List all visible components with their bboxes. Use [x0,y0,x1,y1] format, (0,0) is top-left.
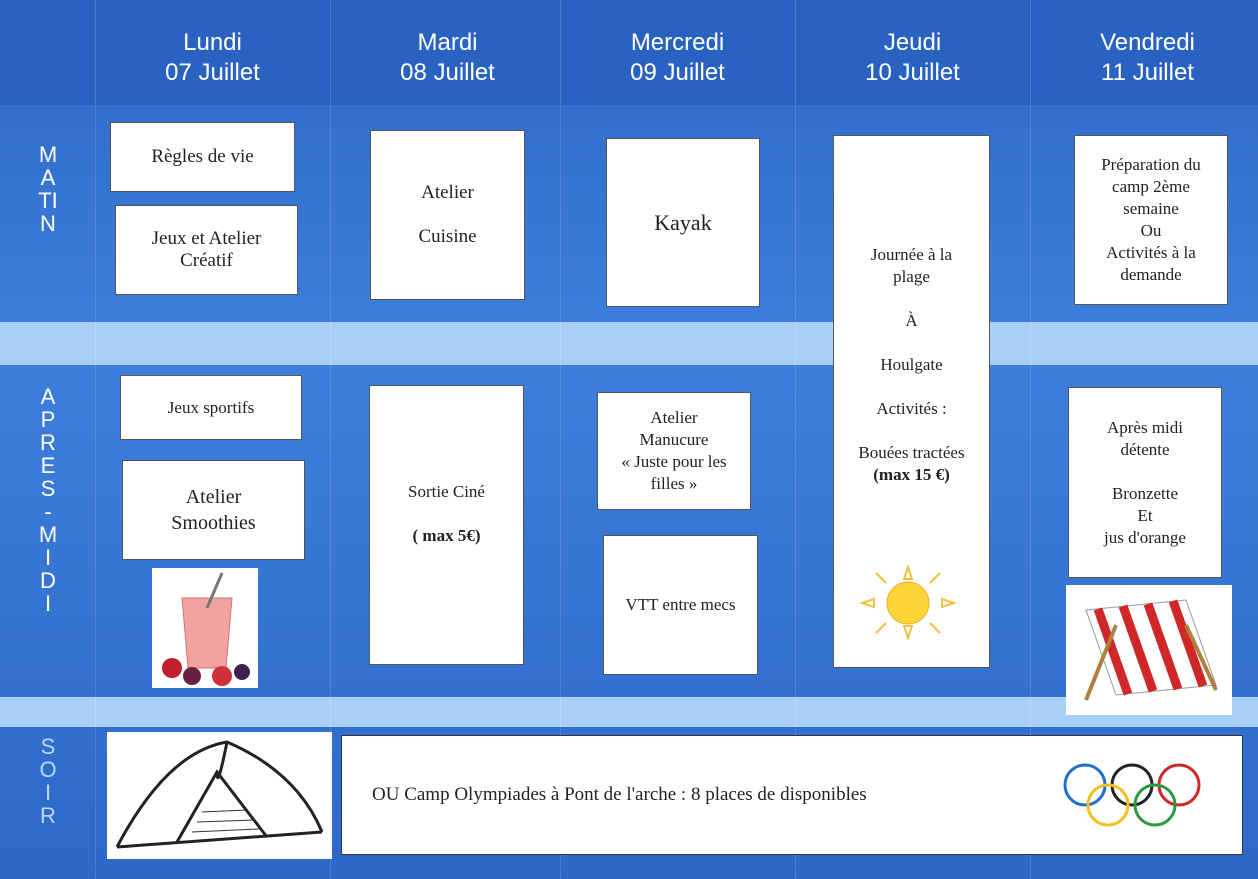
activity: Jeux et Atelier Créatif [115,205,298,295]
activity: Jeux sportifs [120,375,302,440]
period-label: SOIR [39,734,57,828]
activity: Règles de vie [110,122,295,192]
period-label: MATIN [38,142,58,236]
day-header: Lundi 07 Juillet [95,28,330,88]
activity-price: ( max 5€) [412,526,481,545]
period-label: APRES-MIDI [38,384,58,616]
activity: Atelier Smoothies [122,460,305,560]
activity: VTT entre mecs [603,535,758,675]
day-header: Mercredi 09 Juillet [560,28,795,88]
separator [0,697,1258,727]
column-line [560,0,561,879]
date: 08 Juillet [400,59,495,86]
activity: Préparation du camp 2ème semaine Ou Acti… [1074,135,1228,305]
column-line [95,0,96,879]
tent-image [107,732,332,859]
date: 07 Juillet [165,59,260,86]
header-band [0,0,1258,105]
day-header: Mardi 08 Juillet [330,28,565,88]
activity-price: (max 15 €) [873,465,950,484]
activity: Atelier Cuisine [370,130,525,300]
separator [0,322,1258,365]
day-header: Vendredi 11 Juillet [1030,28,1258,88]
date: 10 Juillet [865,59,960,86]
activity: Kayak [606,138,760,307]
column-line [330,0,331,879]
column-line [1030,0,1031,879]
day: Vendredi [1100,29,1195,56]
olympic-rings [1063,763,1201,827]
smoothie-image [152,568,258,688]
day-header: Jeudi 10 Juillet [795,28,1030,88]
activity-text: Journée à la plage À Houlgate Activités … [858,245,965,462]
deckchair-image [1066,585,1232,715]
activity: OU Camp Olympiades à Pont de l'arche : 8… [341,735,1243,855]
date: 09 Juillet [630,59,725,86]
activity: Sortie Ciné ( max 5€) [369,385,524,665]
day: Mardi [417,29,478,56]
day: Mercredi [630,29,725,56]
date: 11 Juillet [1101,59,1194,86]
day: Lundi [183,29,242,56]
day: Jeudi [883,29,942,56]
column-line [795,0,796,879]
sun-image [860,565,956,640]
activity-text: Sortie Ciné [408,482,485,501]
activity: Atelier Manucure « Juste pour les filles… [597,392,751,510]
activity: Après midi détente Bronzette Et jus d'or… [1068,387,1222,578]
